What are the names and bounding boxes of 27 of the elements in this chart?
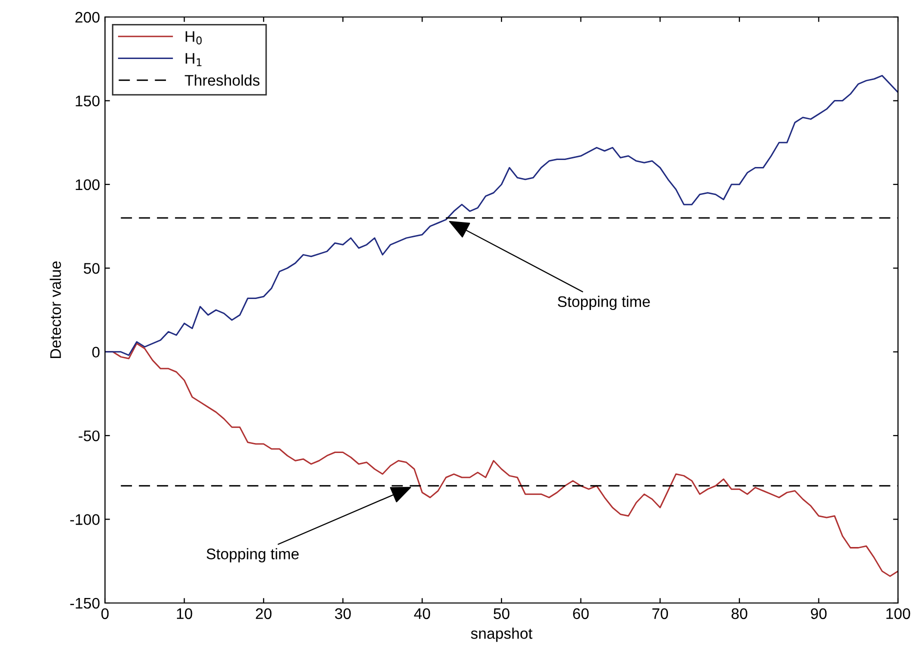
x-tick-label: 50: [494, 608, 510, 620]
x-tick-label: 0: [101, 608, 109, 620]
y-tick-label: 0: [92, 346, 100, 358]
y-tick-label: -150: [70, 598, 100, 609]
line-series: [105, 74, 898, 356]
x-tick-label: 100: [886, 608, 910, 620]
annotation: Stopping time: [206, 548, 299, 562]
x-axis-title: snapshot: [470, 628, 532, 642]
y-tick-label: -100: [70, 514, 100, 525]
x-tick-label: 60: [573, 608, 589, 620]
x-tick-label: 80: [732, 608, 748, 620]
x-tick-label: 40: [414, 608, 430, 620]
x-tick-label: 70: [652, 608, 668, 620]
x-tick-label: 10: [176, 608, 192, 620]
x-tick-label: 90: [810, 608, 827, 620]
legend-label: Thresholds: [184, 74, 260, 86]
annotation: Stopping time: [558, 296, 650, 310]
legend-label: H$_{0}$: [186, 31, 202, 44]
legend-label: H$_{1}$: [186, 53, 202, 66]
y-tick-label: 150: [76, 96, 100, 106]
y-axis-title: Detector value: [50, 261, 61, 358]
y-tick-label: 200: [75, 12, 100, 23]
y-tick-label: -50: [78, 430, 100, 442]
x-tick-label: 20: [256, 608, 272, 620]
y-tick-label: 100: [76, 179, 100, 190]
x-tick-label: 30: [334, 608, 351, 620]
y-tick-label: 50: [84, 263, 100, 274]
